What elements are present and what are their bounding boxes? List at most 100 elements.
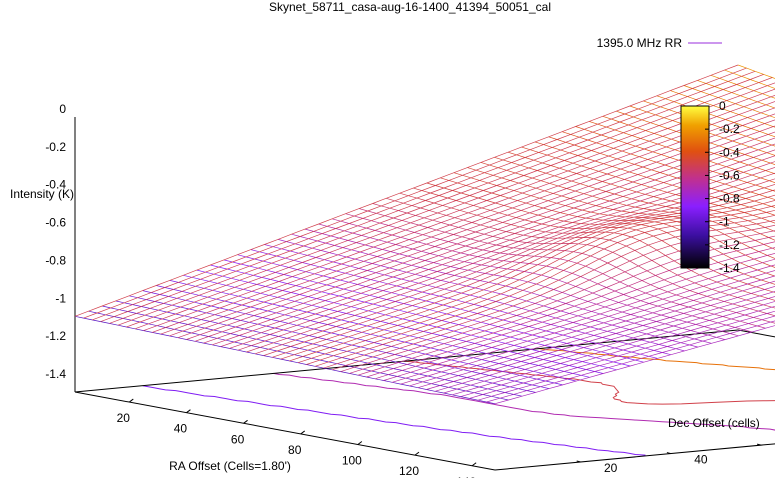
x-axis-ticks: 20 40 60 80 100 120 140 (117, 398, 476, 478)
surface-mesh-line (100, 74, 764, 322)
surface-mesh-line (186, 131, 775, 340)
colorbar-ticks: 0 -0.2 -0.4 -0.6 -0.8 -1 -1.2 -1.4 (705, 99, 740, 275)
z-axis-ticks: 0 -0.2 -0.4 -0.6 -0.8 -1 -1.2 -1.4 (45, 102, 66, 381)
surface-mesh-line (656, 95, 775, 138)
surface-mesh-line (277, 239, 699, 348)
z-tick-label: -0.2 (45, 140, 66, 154)
surface-mesh-line (74, 64, 739, 317)
surface-mesh-line (196, 269, 617, 371)
surface-mesh-line (169, 280, 590, 378)
surface-mesh-line (670, 90, 775, 128)
z-tick-label: -0.8 (45, 253, 66, 267)
colorbar-tick-label: -0.8 (719, 192, 740, 206)
x-axis-line (74, 391, 496, 471)
x-tick-mark (414, 451, 420, 456)
surface-mesh-line (391, 264, 775, 383)
surface-mesh-line (521, 146, 775, 224)
surface-mesh-line (264, 244, 685, 352)
surface-mesh-line (426, 182, 775, 285)
surface-mesh-line (88, 310, 509, 401)
surface-mesh-line (494, 325, 775, 405)
z-tick-label: -1 (55, 291, 66, 305)
x-tick-mark (300, 430, 306, 435)
y-axis-line (494, 443, 775, 471)
y-tick-mark (666, 452, 672, 455)
surface-mesh-line (246, 172, 775, 353)
surface-mesh (74, 64, 775, 405)
surface-mesh-line (220, 155, 775, 347)
surface-mesh-line (289, 200, 775, 362)
surface-mesh-line (477, 315, 775, 401)
surface-mesh-line (453, 172, 775, 268)
surface-mesh-line (345, 213, 766, 329)
back-axis-line (74, 329, 739, 393)
surface-mesh-line (74, 315, 496, 405)
x-tick-label: 100 (342, 454, 362, 468)
surface-mesh-line (507, 151, 775, 232)
surface-mesh-line (156, 285, 577, 382)
surface-mesh-line (460, 305, 775, 397)
surface-mesh-line (697, 80, 775, 109)
axes-box (74, 117, 775, 471)
surface-mesh-line (417, 280, 775, 389)
surface-mesh-line (372, 203, 775, 317)
surface-mesh-line (331, 224, 775, 371)
chart-title: Skynet_58711_casa-aug-16-1400_41394_5005… (269, 0, 551, 14)
legend-label: 1395.0 MHz RR (597, 36, 683, 50)
surface-mesh-line (643, 100, 775, 147)
x-tick-label: 140 (456, 475, 476, 478)
surface-mesh-line (314, 214, 775, 367)
colorbar-tick-label: -1 (719, 215, 730, 229)
surface-mesh-line (91, 70, 756, 321)
surface-mesh-line (469, 310, 775, 399)
x-tick-mark (243, 419, 248, 424)
z-tick-label: -0.4 (45, 178, 66, 192)
surface-mesh-line (134, 94, 775, 330)
surface-mesh-line (548, 136, 775, 208)
surface-mesh-line (443, 296, 775, 394)
surface-mesh-line (602, 115, 775, 175)
surface-mesh-line (318, 223, 739, 337)
surface-mesh-line (169, 119, 775, 337)
x-tick-mark (128, 398, 134, 403)
contour-line (273, 372, 775, 431)
surface-mesh-line (434, 291, 775, 392)
surface-mesh-line (306, 209, 775, 365)
surface-mesh-line (211, 149, 775, 346)
x-tick-label: 40 (174, 422, 188, 436)
surface-mesh-line (183, 274, 604, 374)
surface-mesh-line (117, 82, 775, 326)
surface-mesh-line (683, 85, 775, 119)
colorbar-tick-label: -1.2 (719, 238, 740, 252)
y-axis-label: Dec Offset (cells) (668, 416, 760, 430)
surface-mesh-line (177, 125, 775, 339)
surface-mesh-line (332, 218, 753, 333)
surface-mesh-line (83, 67, 747, 319)
surface-mesh-line (160, 113, 775, 335)
surface-mesh-line (467, 167, 775, 259)
colorbar (680, 105, 710, 269)
surface-mesh-line (203, 143, 775, 344)
surface-mesh-line (280, 194, 775, 360)
y-tick-label: 40 (694, 453, 708, 467)
z-axis-label: Intensity (K) (10, 187, 74, 201)
z-tick-label: 0 (59, 102, 66, 116)
x-tick-label: 80 (288, 443, 302, 457)
surface-mesh-line (323, 219, 775, 369)
y-tick-label: 20 (604, 461, 618, 475)
contour-line (142, 385, 646, 456)
surface-mesh-line (142, 290, 563, 386)
surface-mesh-line (359, 208, 775, 324)
surface-mesh-line (440, 177, 775, 277)
surface-mesh-line (263, 183, 775, 356)
surface-mesh-line (386, 197, 775, 309)
x-tick-mark (186, 409, 191, 414)
surface-mesh-line (534, 141, 775, 216)
surface-mesh-line (223, 259, 644, 363)
surface-mesh-line (102, 305, 523, 397)
surface-mesh-line (129, 295, 550, 389)
surface-mesh-line (126, 88, 775, 328)
surface-mesh-line (237, 167, 775, 351)
y-tick-mark (576, 460, 581, 463)
